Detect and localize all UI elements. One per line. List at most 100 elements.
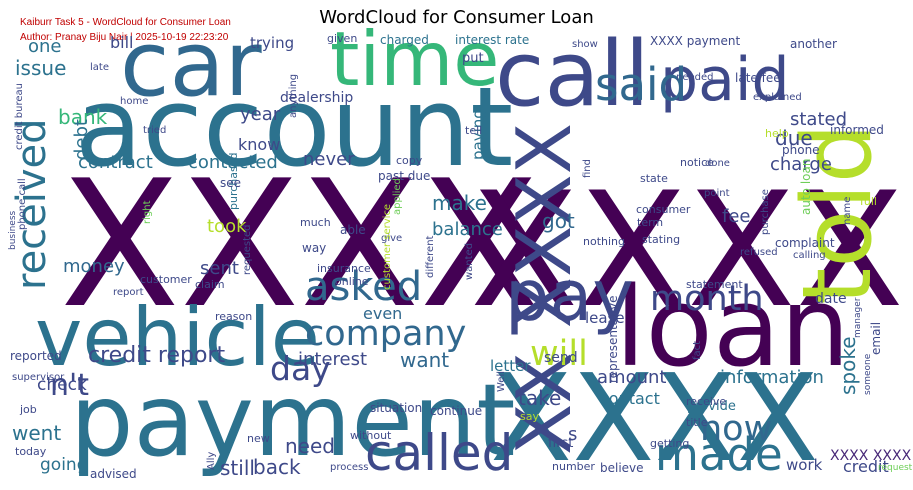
word-bank-37: bank: [58, 105, 108, 129]
word-purchased-54: purchased: [227, 153, 240, 210]
word-credit-74: credit: [843, 457, 889, 476]
word-trying-29: trying: [250, 34, 294, 52]
word-applied-144: applied: [392, 178, 403, 215]
word-account-3: account: [75, 63, 513, 191]
word-know-48: know: [238, 135, 280, 154]
word-work-75: work: [786, 456, 823, 474]
watermark-title: Kaiburr Task 5 - WordCloud for Consumer …: [20, 17, 231, 28]
word-well-104: Well: [496, 371, 507, 392]
word-able-121: able: [340, 223, 366, 237]
word-believe-95: believe: [600, 461, 644, 475]
word-contract-44: contract: [78, 152, 153, 173]
word-past-due-122: past due: [378, 169, 430, 183]
word-year-39: year: [240, 104, 281, 125]
word-credit-report-61: credit report: [88, 343, 225, 368]
word-wanted-146: wanted: [464, 243, 475, 280]
word-asked-19: asked: [305, 264, 422, 310]
word-job-115: job: [19, 403, 37, 416]
word-copy-133: copy: [396, 154, 423, 167]
word-took-53: took: [207, 216, 247, 237]
word-time-9: time: [330, 15, 499, 103]
word-right-143: right: [142, 200, 153, 224]
word-charge-43: charge: [770, 154, 832, 175]
word-s-73: s: [568, 424, 577, 445]
word-told-10: told: [783, 123, 893, 305]
word-online-112: online: [335, 275, 369, 288]
word-name-148: name: [842, 197, 853, 225]
word-full-87: full: [860, 195, 877, 208]
word-done-126: done: [705, 158, 730, 169]
word-car-4: car: [120, 12, 262, 117]
word-back-71: back: [253, 455, 301, 479]
word-even-58: even: [363, 304, 402, 323]
word-purchase-147: purchase: [760, 189, 771, 235]
word-went-68: went: [12, 421, 61, 445]
word-xxxx-1: XXXX: [470, 159, 904, 343]
word-amount-64: amount: [597, 367, 666, 388]
word-given-30: given: [327, 32, 357, 45]
word-need-70: need: [285, 434, 335, 458]
word-find-134: find: [582, 159, 593, 178]
word-paying-47: paying: [469, 109, 487, 160]
word-nothing-131: nothing: [583, 235, 625, 248]
word-charged-31: charged: [380, 33, 429, 47]
word-tried-141: tried: [143, 125, 166, 136]
word-request-91: request: [878, 463, 913, 473]
word-continue-102: continue: [430, 404, 482, 418]
word-contact-67: contact: [600, 389, 660, 408]
word-pay-13: pay: [505, 255, 634, 337]
word-new-114: new: [247, 432, 270, 445]
word-day-23: day: [270, 349, 331, 388]
word-xxxx-payment-26: XXXX payment: [650, 34, 740, 48]
word-fee-52: fee: [722, 206, 751, 227]
word-due-42: due: [775, 126, 813, 150]
word-ally-152: Ally: [206, 452, 217, 470]
word-put-33: put: [462, 51, 484, 66]
word-process-101: process: [330, 462, 368, 473]
word-insurance-111: insurance: [317, 262, 371, 275]
word-lease-60: lease: [585, 309, 625, 327]
word-give-123: give: [381, 233, 402, 244]
word-advised-80: advised: [90, 467, 137, 481]
chart-title: WordCloud for Consumer Loan: [319, 7, 594, 28]
word-report-110: report: [113, 287, 144, 298]
word-send-78: send: [544, 350, 578, 366]
word-late-fee-81: late fee: [735, 71, 781, 85]
word-consumer-128: consumer: [636, 203, 691, 216]
word-company-20: company: [305, 314, 466, 354]
word-anything-137: anything: [288, 74, 299, 118]
word-letter-77: letter: [490, 357, 531, 375]
word-reason-113: reason: [215, 310, 252, 323]
word-going-69: going: [40, 455, 87, 475]
word-xxxx-xxxx-12: XXXX XXXX: [830, 448, 912, 464]
word-auto-loan-85: auto loan: [799, 159, 813, 215]
word-show-34: show: [572, 39, 598, 50]
word-state-124: state: [640, 172, 668, 185]
word-now-24: now: [700, 409, 772, 449]
word-interest-rate-32: interest rate: [455, 33, 529, 47]
word-spoke-76: spoke: [836, 336, 860, 395]
word-tell-132: tell: [465, 124, 482, 137]
word-will-22: will: [530, 334, 588, 374]
word-debt-38: debt: [71, 119, 92, 160]
word-never-46: never: [303, 149, 355, 170]
word-different-145: different: [425, 235, 436, 278]
word-manager-153: manager: [853, 297, 863, 338]
word-vehicle-7: vehicle: [35, 291, 320, 384]
word-call-8: call: [495, 22, 650, 127]
word-fact-103: fact: [692, 341, 703, 360]
word-way-120: way: [302, 241, 326, 255]
word-money-56: money: [63, 256, 125, 277]
word-much-119: much: [300, 216, 331, 229]
word-statement-105: statement: [686, 278, 743, 291]
word-one-28: one: [28, 36, 62, 57]
word-sent-57: sent: [200, 258, 239, 279]
word-xxxx-2: XXXX: [490, 350, 819, 489]
word-complaint-86: complaint: [775, 236, 835, 250]
word-issue-36: issue: [15, 56, 66, 80]
word-term-129: term: [637, 216, 663, 229]
word-another-35: another: [790, 37, 837, 51]
word-want-63: want: [400, 348, 449, 372]
word-balance-50: balance: [432, 219, 503, 240]
